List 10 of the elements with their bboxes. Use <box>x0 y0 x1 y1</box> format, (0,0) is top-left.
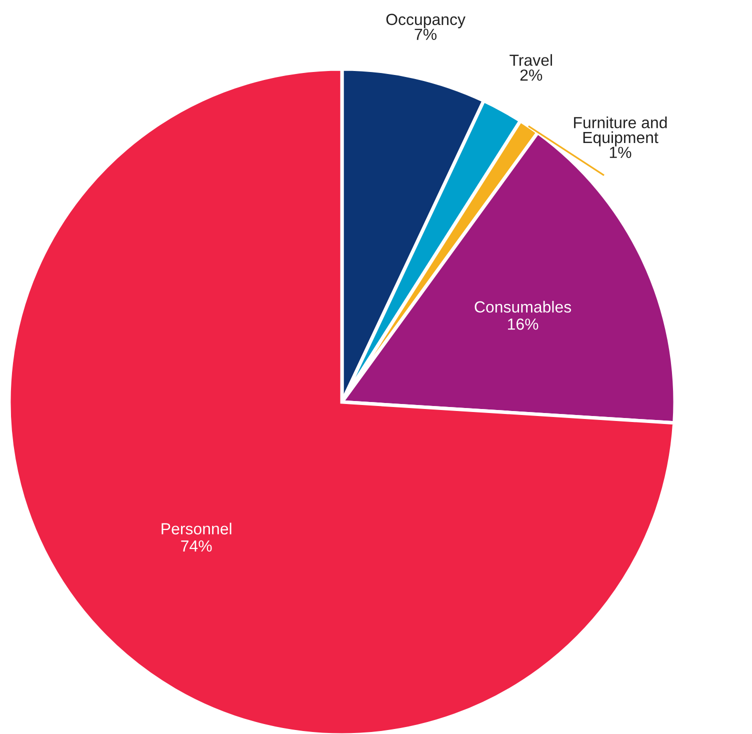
slice-label: Occupancy <box>386 14 466 28</box>
data-label: 7% <box>414 28 437 40</box>
slice-label: Furniture and Equipment <box>574 116 667 146</box>
data-label: 16% <box>508 318 538 330</box>
data-label: 74% <box>181 540 212 552</box>
data-label: 1% <box>610 146 632 158</box>
data-label: 2% <box>520 69 542 81</box>
slice-label: Consumables <box>474 300 572 313</box>
slice-label: Travel <box>510 54 552 66</box>
slice-label: Personnel <box>162 522 232 534</box>
